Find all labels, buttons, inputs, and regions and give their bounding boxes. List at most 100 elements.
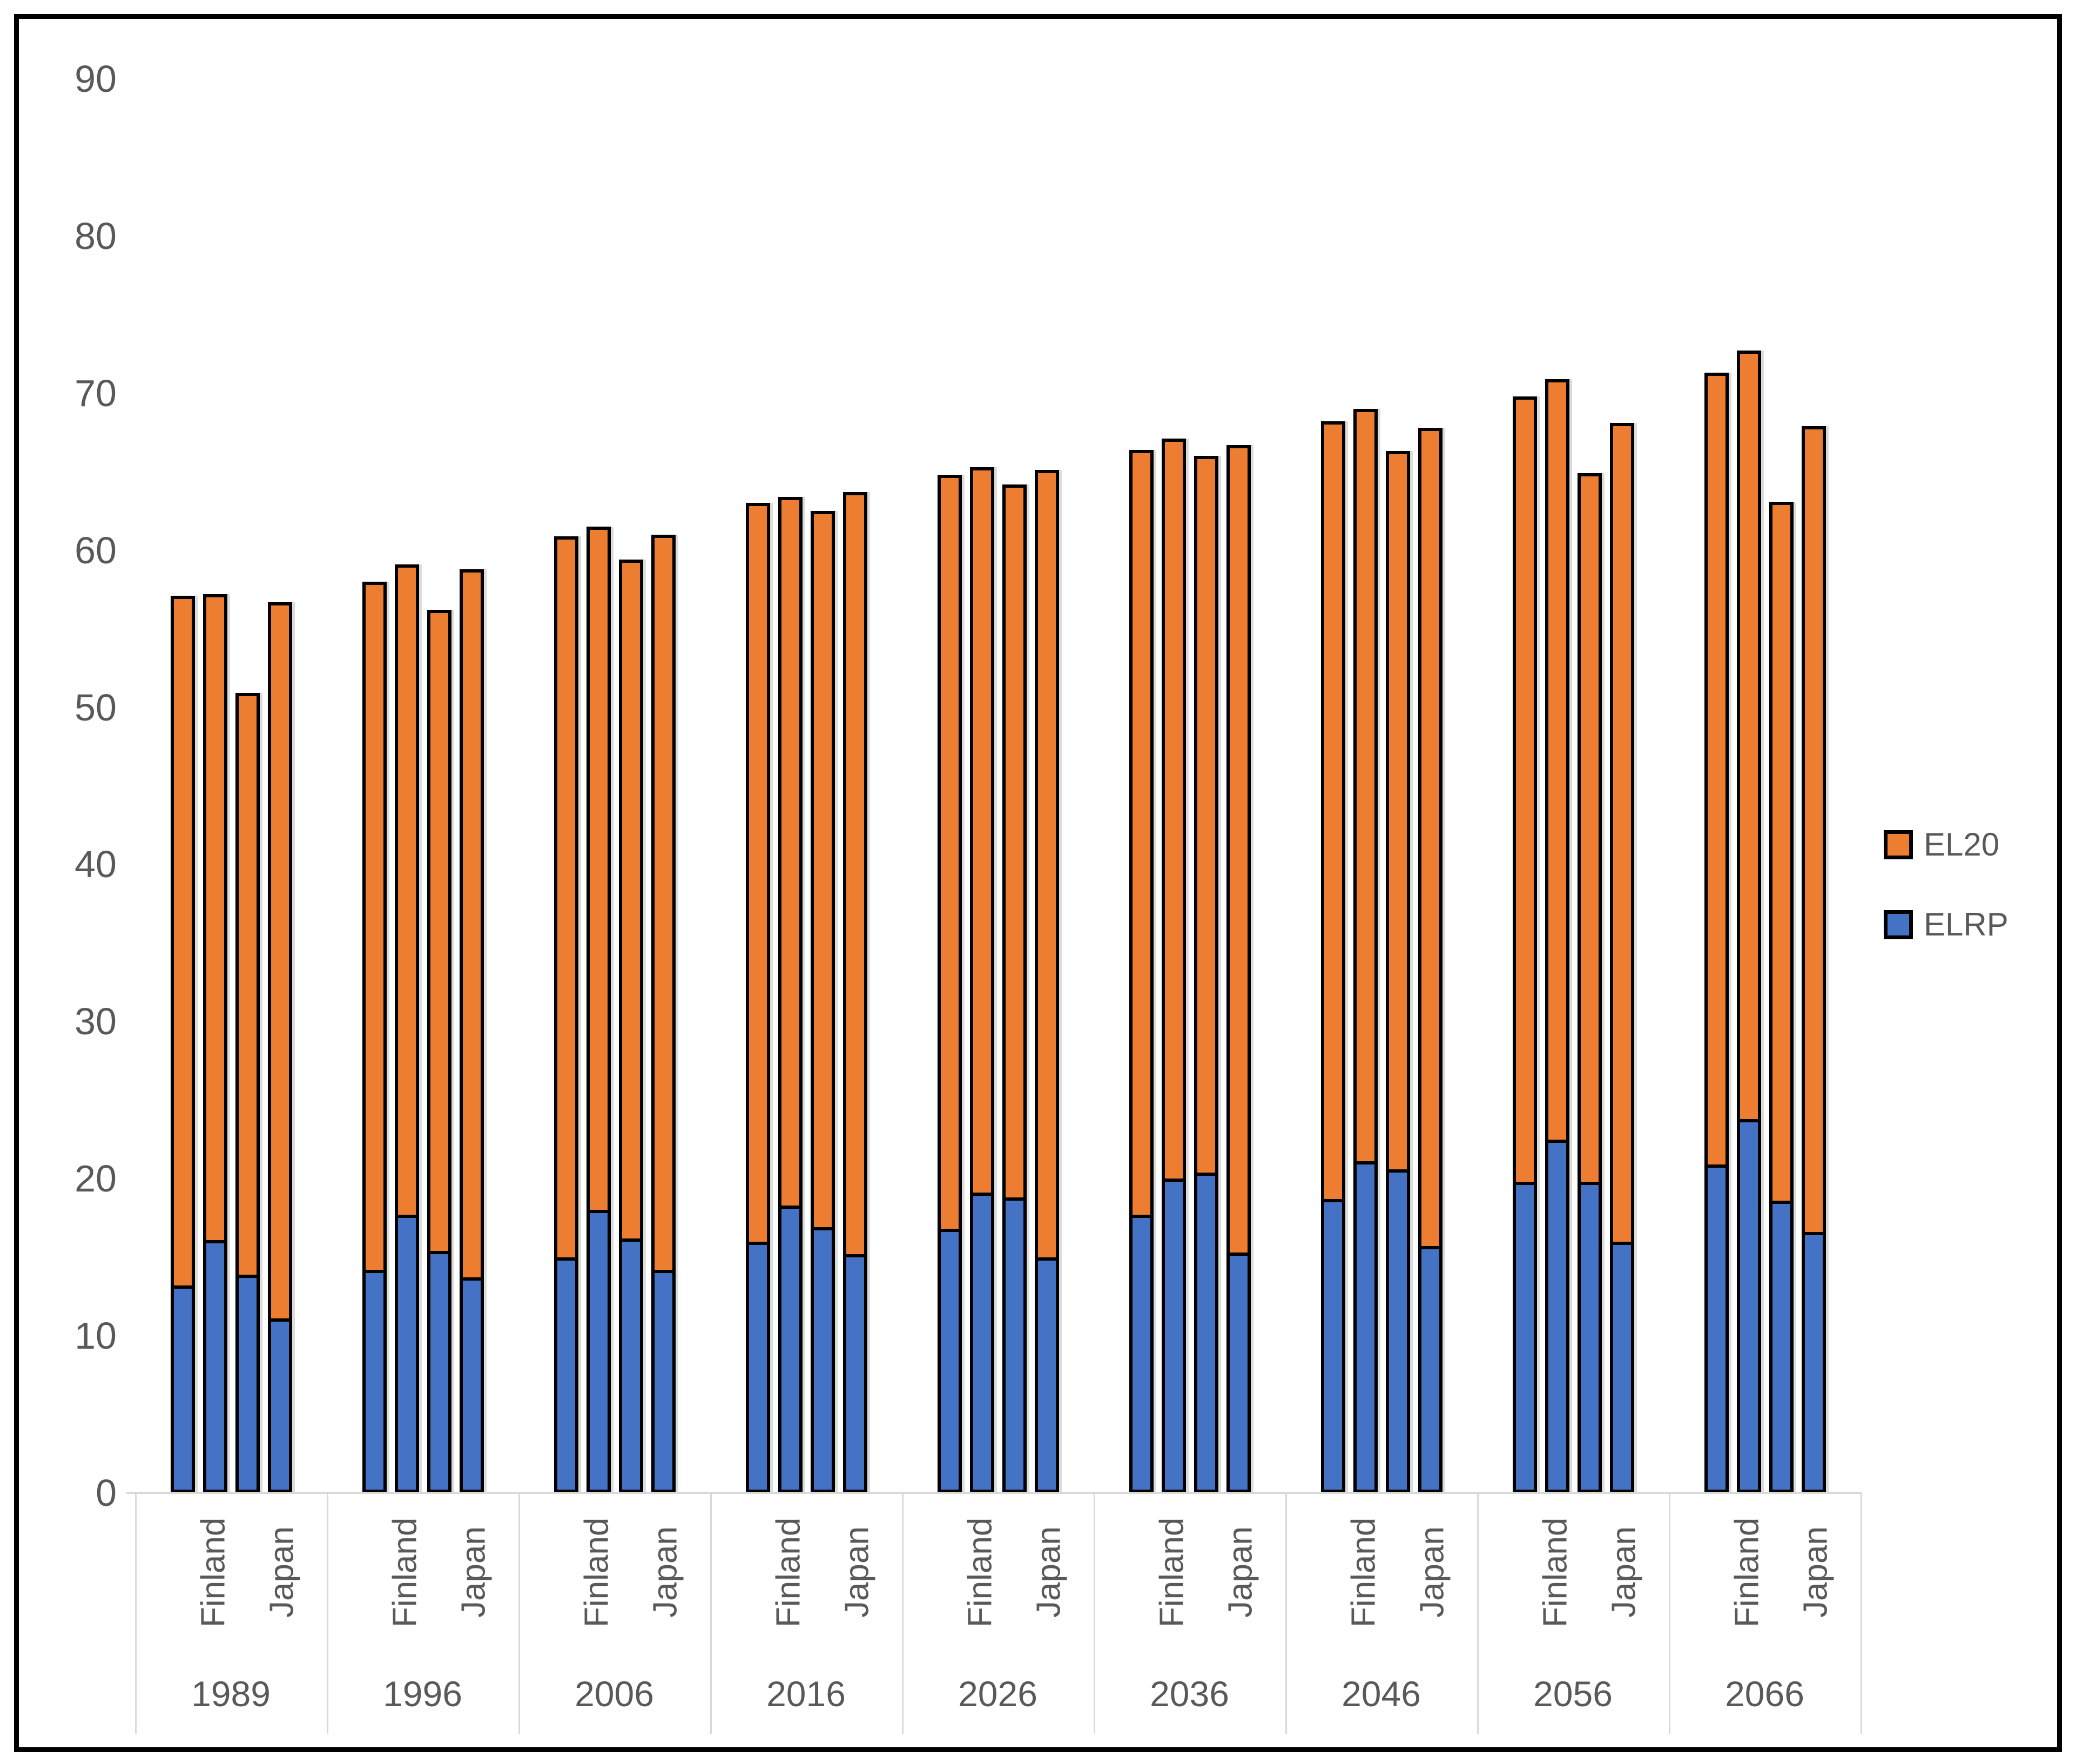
- stacked-bar-2036-finland-1: [1129, 449, 1154, 1493]
- bar-segment-elrp: [206, 1240, 224, 1490]
- stacked-bar-2026-japan-1: [1002, 484, 1027, 1493]
- category-separator: [135, 1493, 137, 1734]
- stacked-bar-2066-japan-1: [1769, 501, 1794, 1493]
- y-tick-label-10: 10: [75, 1315, 117, 1357]
- y-tick-label-60: 60: [75, 529, 117, 571]
- stacked-bar-2006-japan-2: [651, 534, 676, 1493]
- category-separator: [518, 1493, 520, 1734]
- category-separator: [710, 1493, 712, 1734]
- y-tick-label-20: 20: [75, 1157, 117, 1200]
- x-label-finland-2066: Finland: [1728, 1517, 1766, 1627]
- x-label-finland-1996: Finland: [386, 1517, 424, 1627]
- y-tick-label-30: 30: [75, 1000, 117, 1043]
- bar-segment-elrp: [239, 1274, 257, 1490]
- stacked-bar-2056-finland-1: [1513, 396, 1537, 1493]
- bar-segment-elrp: [1357, 1161, 1374, 1490]
- bar-segment-elrp: [655, 1269, 672, 1490]
- x-label-year-2006: 2006: [575, 1674, 654, 1714]
- bar-segment-elrp: [1324, 1199, 1342, 1490]
- bar-segment-elrp: [973, 1193, 991, 1490]
- stacked-bar-2056-japan-1: [1578, 473, 1602, 1493]
- stacked-bar-2026-finland-1: [938, 475, 962, 1493]
- x-label-japan-2056: Japan: [1605, 1526, 1643, 1618]
- x-label-year-2046: 2046: [1342, 1674, 1421, 1714]
- stacked-bar-2036-japan-1: [1194, 456, 1218, 1493]
- stacked-bar-2036-finland-2: [1162, 439, 1186, 1493]
- bar-segment-elrp: [1421, 1246, 1439, 1490]
- x-label-finland-2006: Finland: [578, 1517, 616, 1627]
- bar-segment-elrp: [749, 1241, 767, 1490]
- x-label-year-2036: 2036: [1150, 1674, 1229, 1714]
- bar-segment-elrp: [1708, 1164, 1725, 1490]
- stacked-bar-1996-finland-2: [395, 564, 419, 1493]
- stacked-bar-1996-japan-1: [427, 610, 451, 1493]
- category-separator: [327, 1493, 328, 1734]
- elrp-swatch-icon: [1884, 910, 1913, 939]
- x-label-finland-2016: Finland: [770, 1517, 807, 1627]
- x-label-finland-1989: Finland: [194, 1517, 232, 1627]
- bar-segment-elrp: [814, 1227, 832, 1490]
- bar-segment-elrp: [622, 1238, 640, 1490]
- bar-segment-elrp: [1613, 1241, 1631, 1490]
- x-label-year-1989: 1989: [191, 1674, 271, 1714]
- category-separator: [1861, 1493, 1862, 1734]
- bar-segment-elrp: [1006, 1197, 1023, 1490]
- bar-segment-elrp: [590, 1210, 608, 1490]
- el20-swatch-icon: [1884, 830, 1913, 859]
- stacked-bar-2026-japan-2: [1035, 470, 1059, 1493]
- stacked-bar-1989-japan-2: [268, 602, 292, 1493]
- bar-segment-elrp: [1548, 1139, 1566, 1490]
- y-tick-label-70: 70: [75, 372, 117, 414]
- y-tick-label-80: 80: [75, 214, 117, 257]
- bar-segment-elrp: [1772, 1200, 1790, 1490]
- x-label-finland-2046: Finland: [1345, 1517, 1383, 1627]
- bar-segment-elrp: [1133, 1215, 1150, 1490]
- stacked-bar-2006-finland-1: [554, 536, 578, 1493]
- bar-segment-elrp: [1165, 1179, 1183, 1490]
- bar-segment-elrp: [1516, 1182, 1534, 1490]
- category-separator: [1669, 1493, 1670, 1734]
- legend-label-elrp: ELRP: [1924, 906, 2008, 942]
- stacked-bar-1989-japan-1: [235, 693, 260, 1493]
- bar-segment-elrp: [398, 1215, 416, 1490]
- stacked-bar-2016-japan-1: [811, 511, 835, 1493]
- y-tick-label-50: 50: [75, 686, 117, 729]
- x-label-japan-2046: Japan: [1413, 1526, 1451, 1618]
- x-label-japan-2066: Japan: [1797, 1526, 1835, 1618]
- bar-segment-elrp: [1805, 1232, 1823, 1490]
- y-tick-label-40: 40: [75, 843, 117, 886]
- x-label-finland-2026: Finland: [961, 1517, 999, 1627]
- stacked-bar-2006-japan-1: [619, 560, 643, 1493]
- bar-segment-elrp: [1740, 1119, 1758, 1490]
- stacked-bar-2026-finland-2: [970, 467, 994, 1493]
- bar-segment-elrp: [846, 1254, 864, 1490]
- stacked-bar-2016-japan-2: [843, 492, 867, 1493]
- stacked-bar-2006-finland-2: [587, 527, 611, 1493]
- stacked-bar-2066-japan-2: [1802, 426, 1826, 1493]
- category-separator: [1477, 1493, 1479, 1734]
- stacked-bar-1989-finland-1: [171, 596, 195, 1493]
- x-label-finland-2036: Finland: [1153, 1517, 1191, 1627]
- x-label-japan-2026: Japan: [1030, 1526, 1068, 1618]
- bar-segment-elrp: [557, 1257, 575, 1490]
- x-label-year-1996: 1996: [383, 1674, 462, 1714]
- stacked-bar-2016-finland-2: [778, 496, 803, 1493]
- bar-segment-elrp: [366, 1269, 383, 1490]
- stacked-bar-2036-japan-2: [1226, 445, 1251, 1493]
- x-label-year-2066: 2066: [1725, 1674, 1804, 1714]
- category-separator: [1094, 1493, 1095, 1734]
- bar-segment-elrp: [1581, 1182, 1599, 1490]
- stacked-bar-2046-japan-2: [1418, 427, 1443, 1493]
- stacked-bar-2016-finland-1: [746, 503, 770, 1493]
- y-tick-label-90: 90: [75, 58, 117, 100]
- stacked-bar-2046-japan-1: [1386, 451, 1410, 1493]
- stacked-bar-2046-finland-1: [1321, 421, 1345, 1493]
- x-label-year-2026: 2026: [958, 1674, 1037, 1714]
- stacked-bar-2056-japan-2: [1610, 423, 1634, 1493]
- stacked-bar-2066-finland-1: [1704, 373, 1729, 1493]
- stacked-bar-1989-finland-2: [203, 594, 227, 1493]
- legend-item-el20: EL20: [1884, 829, 2008, 861]
- stacked-bar-2066-finland-2: [1737, 351, 1761, 1493]
- bar-segment-elrp: [430, 1251, 448, 1490]
- x-label-year-2056: 2056: [1533, 1674, 1613, 1714]
